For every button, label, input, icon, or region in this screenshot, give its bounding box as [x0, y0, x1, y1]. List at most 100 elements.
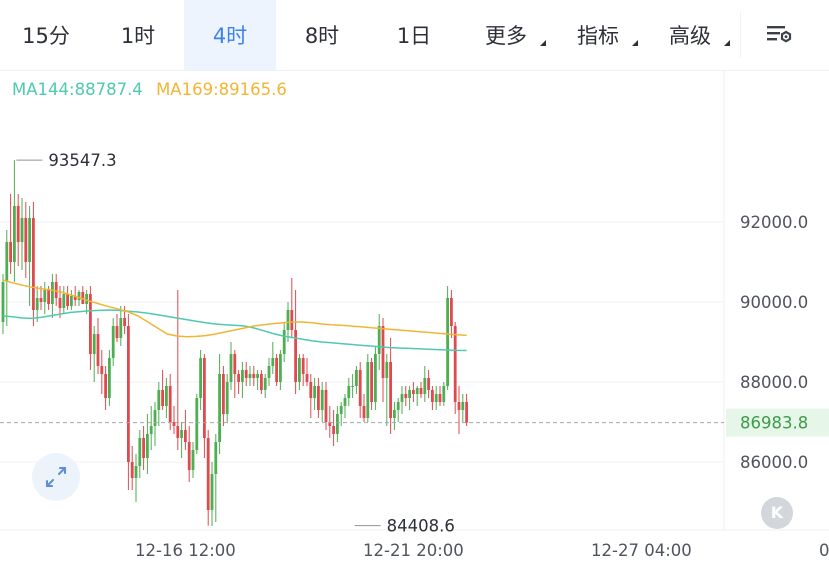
- tab-2[interactable]: 4时: [184, 0, 276, 70]
- candle-body: [184, 430, 187, 442]
- candle-body: [16, 206, 20, 242]
- candle-body: [138, 438, 142, 466]
- candle-body: [313, 386, 316, 398]
- candle-body: [153, 410, 157, 426]
- tab-4[interactable]: 1日: [368, 0, 460, 70]
- candle-body: [427, 378, 430, 390]
- candle-body: [108, 358, 111, 398]
- candle-body: [66, 294, 69, 306]
- candle-body: [461, 402, 465, 410]
- candle-body: [89, 294, 92, 354]
- candle-body: [191, 450, 195, 470]
- tab-1[interactable]: 1时: [92, 0, 184, 70]
- candle-body: [446, 298, 449, 386]
- candle-body: [290, 310, 294, 330]
- candle-body: [241, 370, 244, 382]
- candle-body: [362, 406, 366, 418]
- ma144-line: [2, 309, 467, 352]
- candle-body: [13, 206, 16, 262]
- candle-body: [77, 292, 81, 300]
- candle-body: [275, 358, 278, 382]
- y-tick-label: 92000.0: [740, 213, 808, 232]
- candle-body: [286, 310, 290, 330]
- candle-body: [400, 394, 404, 402]
- candle-body: [1, 282, 5, 322]
- candle-body: [28, 218, 31, 262]
- y-tick-label: 86000.0: [740, 453, 808, 472]
- kline-logo-button[interactable]: K: [761, 497, 793, 529]
- candle-body: [260, 374, 263, 390]
- tab-3[interactable]: 8时: [276, 0, 368, 70]
- candle-body: [317, 386, 320, 410]
- candle-body: [92, 334, 96, 354]
- candle-body: [244, 370, 248, 378]
- dropdown-caret-icon: [540, 40, 546, 46]
- candle-body: [142, 438, 145, 458]
- candle-body: [305, 374, 309, 382]
- candle-body: [85, 294, 88, 304]
- candle-body: [214, 442, 218, 474]
- candle-body: [339, 406, 343, 414]
- x-tick-label: 01-01 12:00: [819, 541, 829, 560]
- candle-body: [294, 330, 297, 382]
- candle-body: [374, 354, 377, 402]
- candle-body: [309, 382, 313, 398]
- candle-body: [32, 218, 35, 310]
- candle-body: [358, 370, 362, 406]
- candle-body: [396, 402, 400, 410]
- tab-label: 8时: [304, 24, 340, 48]
- tab-label: 1时: [120, 24, 156, 48]
- tab-label: 4时: [212, 24, 248, 48]
- x-tick-label: 12-16 12:00: [135, 541, 236, 560]
- candle-body: [438, 394, 442, 402]
- k-logo-icon: K: [770, 503, 784, 522]
- candle-body: [431, 390, 434, 402]
- tab-5[interactable]: 更多: [460, 0, 552, 70]
- candle-body: [43, 290, 47, 302]
- candle-body: [465, 402, 468, 423]
- candle-body: [47, 290, 50, 304]
- tab-0[interactable]: 15分: [0, 0, 92, 70]
- candle-body: [111, 326, 115, 358]
- candle-body: [263, 378, 267, 390]
- candle-body: [328, 422, 332, 426]
- candle-body: [62, 294, 66, 308]
- candle-body: [176, 426, 180, 438]
- candle-body: [419, 388, 423, 394]
- candle-body: [404, 394, 408, 398]
- candle-body: [54, 282, 58, 298]
- candle-body: [225, 382, 229, 414]
- candle-body: [115, 326, 119, 338]
- ma-legend: MA144:88787.4 MA169:89165.6: [12, 80, 295, 99]
- high-marker-label: 93547.3: [48, 151, 116, 170]
- candle-body: [127, 326, 130, 462]
- tab-7[interactable]: 高级: [644, 0, 736, 70]
- candle-body: [134, 466, 138, 478]
- candle-body: [237, 374, 240, 382]
- candle-body: [35, 298, 39, 310]
- tab-label: 指标: [577, 24, 619, 48]
- candle-body: [51, 282, 54, 304]
- dropdown-caret-icon: [632, 40, 638, 46]
- candle-body: [81, 292, 85, 304]
- x-tick-label: 12-21 20:00: [363, 541, 464, 560]
- candle-body: [412, 390, 415, 394]
- candle-body: [165, 386, 168, 406]
- chart-settings-button[interactable]: [758, 18, 798, 52]
- candle-body: [324, 390, 328, 422]
- ma144-legend: MA144:88787.4: [12, 80, 143, 99]
- candle-body: [381, 326, 385, 378]
- y-tick-label: 88000.0: [740, 373, 808, 392]
- candle-body: [5, 242, 9, 282]
- candle-body: [415, 388, 419, 394]
- ma169-legend: MA169:89165.6: [156, 80, 287, 99]
- candle-body: [320, 390, 324, 410]
- tab-label: 高级: [669, 24, 711, 48]
- candle-body: [96, 334, 100, 366]
- candle-body: [298, 358, 301, 382]
- expand-button[interactable]: [32, 453, 80, 501]
- candle-body: [343, 398, 347, 406]
- candle-body: [370, 362, 373, 402]
- tab-6[interactable]: 指标: [552, 0, 644, 70]
